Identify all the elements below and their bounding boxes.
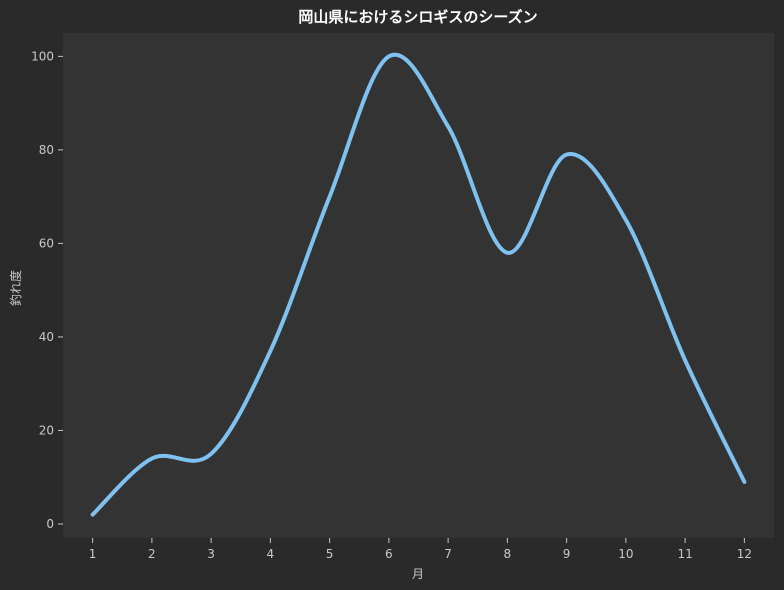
series-line — [90, 52, 747, 517]
x-axis: 1 2 3 4 5 6 7 8 9 10 11 12 — [89, 538, 752, 561]
x-tick-label: 11 — [677, 547, 692, 561]
x-tick-label: 3 — [207, 547, 215, 561]
x-tick-label: 9 — [563, 547, 571, 561]
x-tick-label: 10 — [618, 547, 633, 561]
x-tick-label: 1 — [89, 547, 97, 561]
y-axis: 0 20 40 60 80 100 — [31, 49, 63, 531]
x-tick-label: 8 — [504, 547, 512, 561]
x-tick-label: 4 — [267, 547, 275, 561]
x-tick-label: 6 — [385, 547, 393, 561]
y-tick-label: 0 — [46, 517, 54, 531]
x-tick-label: 7 — [444, 547, 452, 561]
y-axis-label: 釣れ度 — [8, 270, 23, 306]
x-tick-label: 2 — [148, 547, 156, 561]
y-tick-label: 40 — [39, 330, 54, 344]
plot-area — [63, 33, 774, 538]
x-tick-label: 12 — [737, 547, 752, 561]
y-tick-label: 20 — [39, 423, 54, 437]
chart-title: 岡山県におけるシロギスのシーズン — [298, 8, 537, 26]
y-tick-label: 100 — [31, 49, 54, 63]
y-tick-label: 60 — [39, 236, 54, 250]
x-tick-label: 5 — [326, 547, 334, 561]
y-tick-label: 80 — [39, 143, 54, 157]
x-axis-label: 月 — [412, 567, 424, 581]
